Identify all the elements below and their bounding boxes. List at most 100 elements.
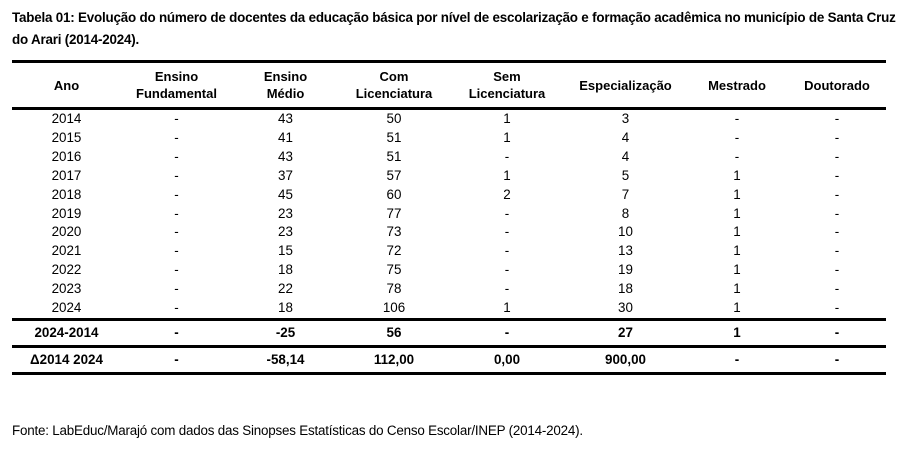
column-header-line: Ano — [53, 77, 80, 93]
table-cell: 75 — [386, 262, 402, 278]
column-header-line: Licenciatura — [355, 86, 433, 101]
table-cell: 1 — [503, 167, 511, 183]
table-cell: - — [834, 281, 840, 297]
table-cell: - — [121, 344, 232, 375]
column-header-line: Fundamental — [136, 86, 217, 101]
column-header-line: Doutorado — [804, 77, 870, 93]
table-cell: - — [734, 111, 740, 126]
table-cell: 1 — [503, 129, 511, 145]
column-header-line: Mestrado — [708, 77, 766, 93]
table-cell: - — [504, 148, 510, 164]
table-cell: - — [174, 186, 179, 202]
table-cell: 2016 — [51, 148, 82, 164]
table-cell: - — [174, 224, 179, 240]
column-header-line: Ensino — [154, 69, 199, 84]
table-cell: 51 — [386, 148, 402, 164]
table-cell: - — [834, 129, 840, 145]
table-cell: - — [174, 148, 179, 164]
header-row: Ano Ensino Fundamental Ensino Médio Com Licenc… — [12, 60, 886, 110]
table-cell: - — [504, 243, 510, 259]
table-cell: - — [174, 300, 179, 316]
table-cell: 10 — [618, 224, 633, 240]
summary-row: Δ2014 2024- -58,14 112,00 0,00 900,00- - — [12, 344, 886, 375]
column-header-line: Licenciatura — [468, 86, 546, 101]
table-cell: - — [449, 317, 565, 347]
table-cell: 72 — [386, 243, 402, 259]
table-cell: - — [504, 281, 510, 297]
table-cell: - — [834, 167, 840, 183]
table-cell: -25 — [232, 317, 339, 347]
column-header: Ensino Médio — [232, 60, 339, 110]
table-cell: 900,00 — [565, 344, 686, 375]
table-cell: - — [504, 262, 510, 278]
table-cell: 2023 — [51, 281, 82, 297]
table-cell: 73 — [386, 224, 402, 240]
table-cell: 41 — [278, 129, 293, 145]
table-cell: 4 — [621, 148, 630, 164]
table-cell: 15 — [278, 243, 293, 259]
table-cell: - — [734, 148, 740, 164]
table-cell: 51 — [386, 129, 402, 145]
table-cell: - — [174, 262, 179, 278]
table-cell: 2021 — [51, 243, 82, 259]
column-header: Com Licenciatura — [339, 60, 449, 110]
table-cell: - — [834, 224, 840, 240]
table-cell: 2017 — [51, 167, 82, 183]
table-cell: 1 — [733, 224, 741, 240]
table-cell: - — [788, 317, 886, 347]
table-cell: 7 — [621, 186, 630, 202]
table-row: 2022 - 18 75 - 19 1 - — [12, 261, 886, 280]
table-cell: 1 — [686, 317, 788, 347]
table-cell: - — [121, 317, 232, 347]
table-cell: 23 — [278, 224, 293, 240]
table-cell: 1 — [733, 281, 741, 297]
column-header-line: Ensino — [263, 69, 308, 84]
column-header: Ensino Fundamental — [121, 60, 232, 110]
table-cell: 18 — [278, 262, 293, 278]
column-header-line: Sem — [493, 69, 521, 84]
table-cell: 1 — [503, 300, 511, 316]
table-cell: - — [174, 111, 179, 126]
table-cell: 1 — [733, 205, 741, 221]
table-cell: 18 — [618, 281, 633, 297]
table-row: 2024 - 18 106 1 30 1 - — [12, 299, 886, 319]
table-cell: 13 — [618, 243, 633, 259]
column-header-line: Com — [379, 69, 409, 84]
table-cell: 23 — [278, 205, 293, 221]
table-cell: - — [734, 129, 740, 145]
table-cell: 2019 — [51, 205, 82, 221]
table-row: 2015 - 41 51 1 4 - - — [12, 129, 886, 148]
table-cell: 3 — [621, 111, 630, 126]
table-cell: 112,00 — [339, 344, 449, 375]
table-cell: - — [834, 111, 840, 126]
table-cell: 56 — [339, 317, 449, 347]
source-note: Fonte: LabEduc/Marajó com dados das Sino… — [12, 423, 583, 438]
table-cell: 22 — [278, 281, 293, 297]
table-cell: - — [504, 224, 510, 240]
table-row: 2016 - 43 51 - 4 - - — [12, 148, 886, 167]
table-cell: 4 — [621, 129, 630, 145]
column-header: Sem Licenciatura — [449, 60, 565, 110]
table-cell: 37 — [278, 167, 293, 183]
table-cell: 57 — [386, 167, 402, 183]
table-cell: 78 — [386, 281, 402, 297]
table-cell: - — [834, 186, 840, 202]
table-cell: 2020 — [51, 224, 82, 240]
table-cell: 50 — [386, 111, 402, 126]
table-row: 2019 - 23 77 - 8 1 - — [12, 205, 886, 224]
column-header: Especialização — [565, 60, 686, 110]
column-header-line: Especialização — [579, 77, 672, 93]
column-header: Ano — [12, 60, 121, 110]
table-cell: 106 — [382, 300, 406, 316]
table-cell: 1 — [733, 300, 741, 316]
table-row: 2014 - 43 50 1 3 - - — [12, 109, 886, 129]
table-cell: 8 — [621, 205, 630, 221]
table-cell: 0,00 — [449, 344, 565, 375]
column-header: Doutorado — [788, 60, 886, 110]
table-cell: 19 — [618, 262, 633, 278]
table-row: 2021 - 15 72 - 13 1 - — [12, 242, 886, 261]
table-cell: 45 — [278, 186, 293, 202]
table-cell: 2024 — [51, 300, 82, 316]
table-row: 2020 - 23 73 - 10 1 - — [12, 223, 886, 242]
table-cell: 2018 — [51, 186, 82, 202]
